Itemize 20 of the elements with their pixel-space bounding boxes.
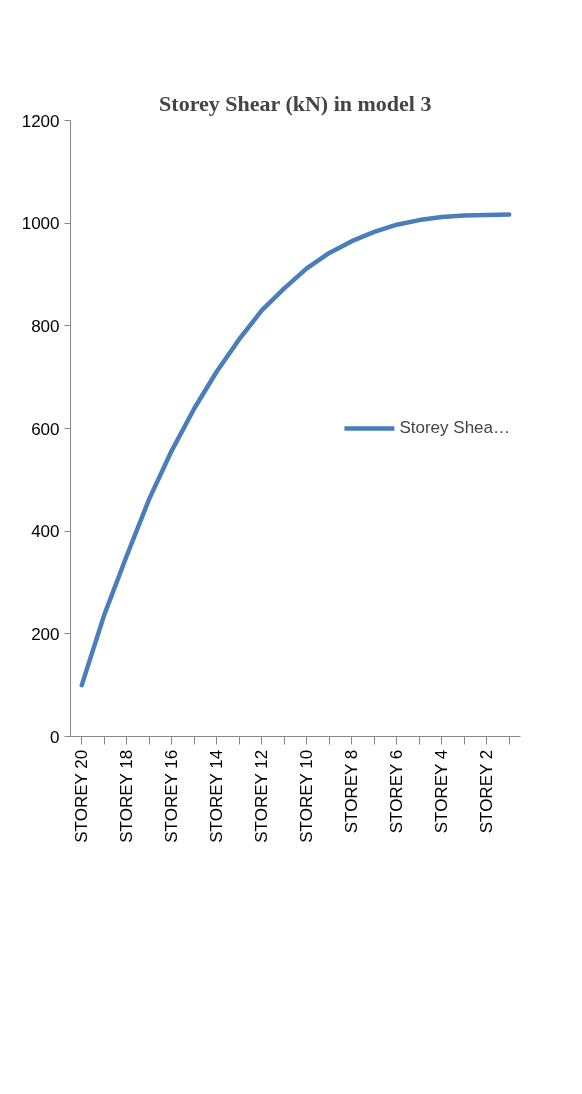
x-tick-label: STOREY 18 xyxy=(117,749,137,843)
chart-title: Storey Shear (kN) in model 3 xyxy=(159,90,432,116)
x-tick-label: STOREY 2 xyxy=(477,749,497,834)
legend-label: Storey Shea… xyxy=(399,418,510,438)
y-tick-label: 1000 xyxy=(21,214,60,234)
x-tick-label: STOREY 16 xyxy=(162,749,182,843)
y-tick-label: 200 xyxy=(31,624,60,644)
x-tick-label: STOREY 4 xyxy=(432,749,452,834)
y-tick-label: 1200 xyxy=(21,111,60,131)
y-tick-label: 0 xyxy=(50,727,60,747)
x-tick-label: STOREY 12 xyxy=(252,749,272,843)
y-tick-label: 800 xyxy=(31,316,60,336)
x-tick-label: STOREY 10 xyxy=(297,749,317,843)
x-tick-label: STOREY 14 xyxy=(207,749,227,843)
line-series xyxy=(79,212,512,688)
y-tick-label: 600 xyxy=(31,419,60,439)
x-tick-label: STOREY 20 xyxy=(72,749,92,843)
y-tick-label: 400 xyxy=(31,522,60,542)
x-tick-label: STOREY 6 xyxy=(387,749,407,834)
x-tick-label: STOREY 8 xyxy=(342,749,362,834)
